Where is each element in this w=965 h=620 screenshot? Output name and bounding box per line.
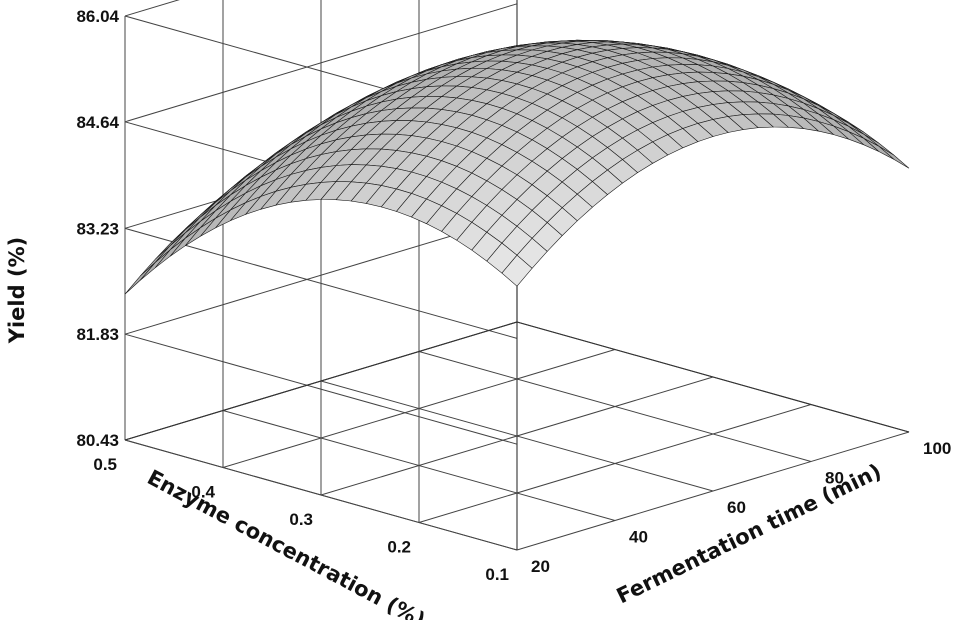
z-tick-label: 84.64 (76, 113, 119, 132)
y-tick-label: 0.3 (289, 510, 313, 529)
x-tick-label: 60 (727, 498, 746, 517)
x-tick-label: 40 (629, 528, 648, 547)
floor-gridline (516, 431, 910, 551)
x-axis-title: Fermentation time (min) (613, 459, 885, 608)
surface-cell (139, 249, 171, 281)
y-axis-title: Enzyme concentration (%) (143, 465, 429, 620)
box-edge (124, 321, 518, 441)
z-tick-label: 83.23 (76, 219, 119, 238)
surface-cell (878, 145, 910, 169)
x-tick-label: 20 (531, 557, 550, 576)
surface-cell (139, 245, 171, 277)
box-edge (516, 321, 910, 433)
surface-cell (154, 237, 186, 269)
floor-gridline (418, 404, 812, 523)
y-tick-label: 0.5 (93, 455, 117, 474)
z-axis-title: Yield (%) (5, 237, 29, 344)
z-tick-label: 80.43 (76, 431, 119, 450)
tick-labels: 80.43 81.83 83.23 84.64 86.04 0.1 0.2 0.3 0.4 0.5… (76, 7, 951, 584)
y-tick-label: 0.1 (485, 565, 509, 584)
surface-cell (124, 262, 156, 295)
x-tick-label: 80 (825, 469, 844, 488)
z-tick-label: 86.04 (76, 7, 119, 26)
z-tick-label: 81.83 (76, 325, 119, 344)
y-tick-label: 0.4 (191, 483, 215, 502)
response-surface (124, 39, 910, 295)
x-tick-label: 100 (923, 439, 951, 458)
surface-cell (501, 254, 533, 287)
y-tick-label: 0.2 (387, 538, 411, 557)
surface-cell (863, 138, 895, 160)
